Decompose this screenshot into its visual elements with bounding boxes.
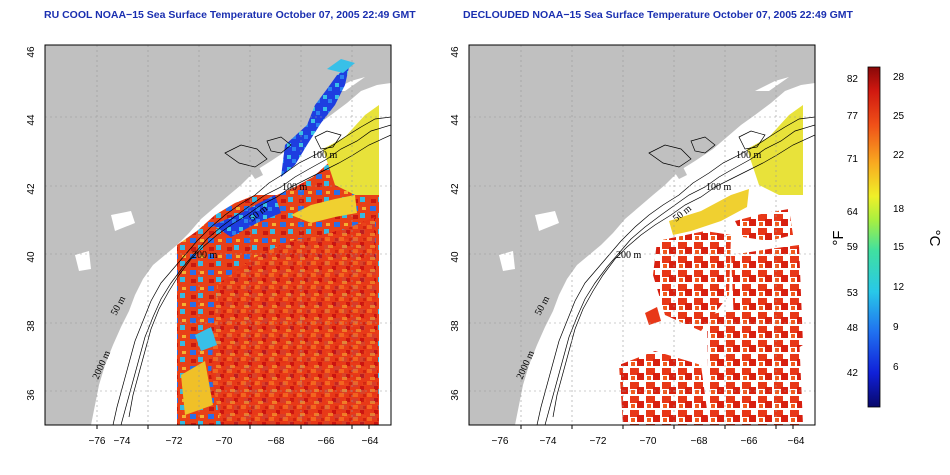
right-map-title: DECLOUDED NOAA−15 Sea Surface Temperatur… xyxy=(463,9,853,21)
fahrenheit-axis-label: °F xyxy=(830,230,847,245)
left-x-tick-label: −70 xyxy=(216,436,233,447)
left-map-frame xyxy=(44,44,392,426)
fahrenheit-tick: 64 xyxy=(847,207,859,218)
left-y-tick-label: 40 xyxy=(26,251,37,263)
right-y-tick-label: 40 xyxy=(450,251,461,263)
right-x-tick-label: −74 xyxy=(540,436,557,447)
right-contour-label: 200 m xyxy=(616,250,642,261)
left-y-tick-label: 44 xyxy=(26,114,37,126)
celsius-tick: 6 xyxy=(893,362,899,373)
left-y-tick-label: 46 xyxy=(26,46,37,58)
right-gridlines xyxy=(469,45,815,425)
left-y-tick-label: 36 xyxy=(26,389,37,401)
left-contour-label: 200 m xyxy=(192,250,218,261)
celsius-axis-label: °C xyxy=(926,230,943,247)
celsius-tick: 15 xyxy=(893,242,905,253)
fahrenheit-tick: 48 xyxy=(847,323,859,334)
celsius-tick: 28 xyxy=(893,72,905,83)
temperature-colorbar: 82 77 71 64 59 53 48 42 28 25 22 18 15 1… xyxy=(830,66,943,408)
right-y-tick-label: 44 xyxy=(450,114,461,126)
left-gridlines xyxy=(45,45,391,425)
fahrenheit-tick: 53 xyxy=(847,288,859,299)
fahrenheit-tick: 82 xyxy=(847,74,859,85)
left-y-axis: 36 38 40 42 44 46 xyxy=(26,46,37,401)
right-cool-shelf xyxy=(747,105,803,195)
left-cool-shelf xyxy=(323,105,379,195)
right-y-axis: 36 38 40 42 44 46 xyxy=(450,46,461,401)
left-contour-label: 100 m xyxy=(312,150,338,161)
left-x-tick-label: −64 xyxy=(362,436,379,447)
left-x-tick-label: −66 xyxy=(318,436,335,447)
left-contour-label: 100 m xyxy=(282,182,308,193)
celsius-tick: 12 xyxy=(893,282,905,293)
right-map-frame xyxy=(468,44,816,426)
left-map: 100 m 100 m 50 m 200 m 50 m 2000 m −76 −… xyxy=(26,44,392,447)
left-map-title: RU COOL NOAA−15 Sea Surface Temperature … xyxy=(44,9,416,21)
left-y-tick-label: 38 xyxy=(26,320,37,332)
right-contour-label: 100 m xyxy=(706,182,732,193)
right-warm-patches xyxy=(653,231,731,331)
right-y-tick-label: 38 xyxy=(450,320,461,332)
celsius-tick: 22 xyxy=(893,150,905,161)
colorbar-gradient xyxy=(867,66,881,408)
right-x-tick-label: −70 xyxy=(640,436,657,447)
left-y-tick-label: 42 xyxy=(26,183,37,195)
left-x-tick-label: −76 xyxy=(89,436,106,447)
right-x-tick-label: −68 xyxy=(691,436,708,447)
right-x-axis: −76 −74 −72 −70 −68 −66 −64 xyxy=(492,425,805,447)
right-y-tick-label: 42 xyxy=(450,183,461,195)
celsius-tick: 9 xyxy=(893,322,899,333)
left-x-tick-label: −74 xyxy=(114,436,131,447)
right-y-tick-label: 46 xyxy=(450,46,461,58)
right-x-tick-label: −64 xyxy=(788,436,805,447)
fahrenheit-tick: 71 xyxy=(847,154,859,165)
left-x-tick-label: −72 xyxy=(166,436,183,447)
fahrenheit-tick: 42 xyxy=(847,368,859,379)
celsius-tick: 18 xyxy=(893,204,905,215)
left-cold-gulf xyxy=(281,67,349,177)
celsius-tick: 25 xyxy=(893,111,905,122)
right-contour-label: 100 m xyxy=(736,150,762,161)
fahrenheit-tick: 59 xyxy=(847,242,859,253)
right-shelf-band xyxy=(669,189,749,235)
right-x-tick-label: −76 xyxy=(492,436,509,447)
left-x-tick-label: −68 xyxy=(268,436,285,447)
fahrenheit-tick: 77 xyxy=(847,111,859,122)
right-y-tick-label: 36 xyxy=(450,389,461,401)
left-warm-core xyxy=(211,217,379,425)
left-x-axis: −76 −74 −72 −70 −68 −66 −64 xyxy=(89,425,379,447)
right-x-tick-label: −72 xyxy=(590,436,607,447)
right-x-tick-label: −66 xyxy=(741,436,758,447)
right-map: 100 m 100 m 50 m 200 m 50 m 2000 m −76 −… xyxy=(450,44,816,447)
